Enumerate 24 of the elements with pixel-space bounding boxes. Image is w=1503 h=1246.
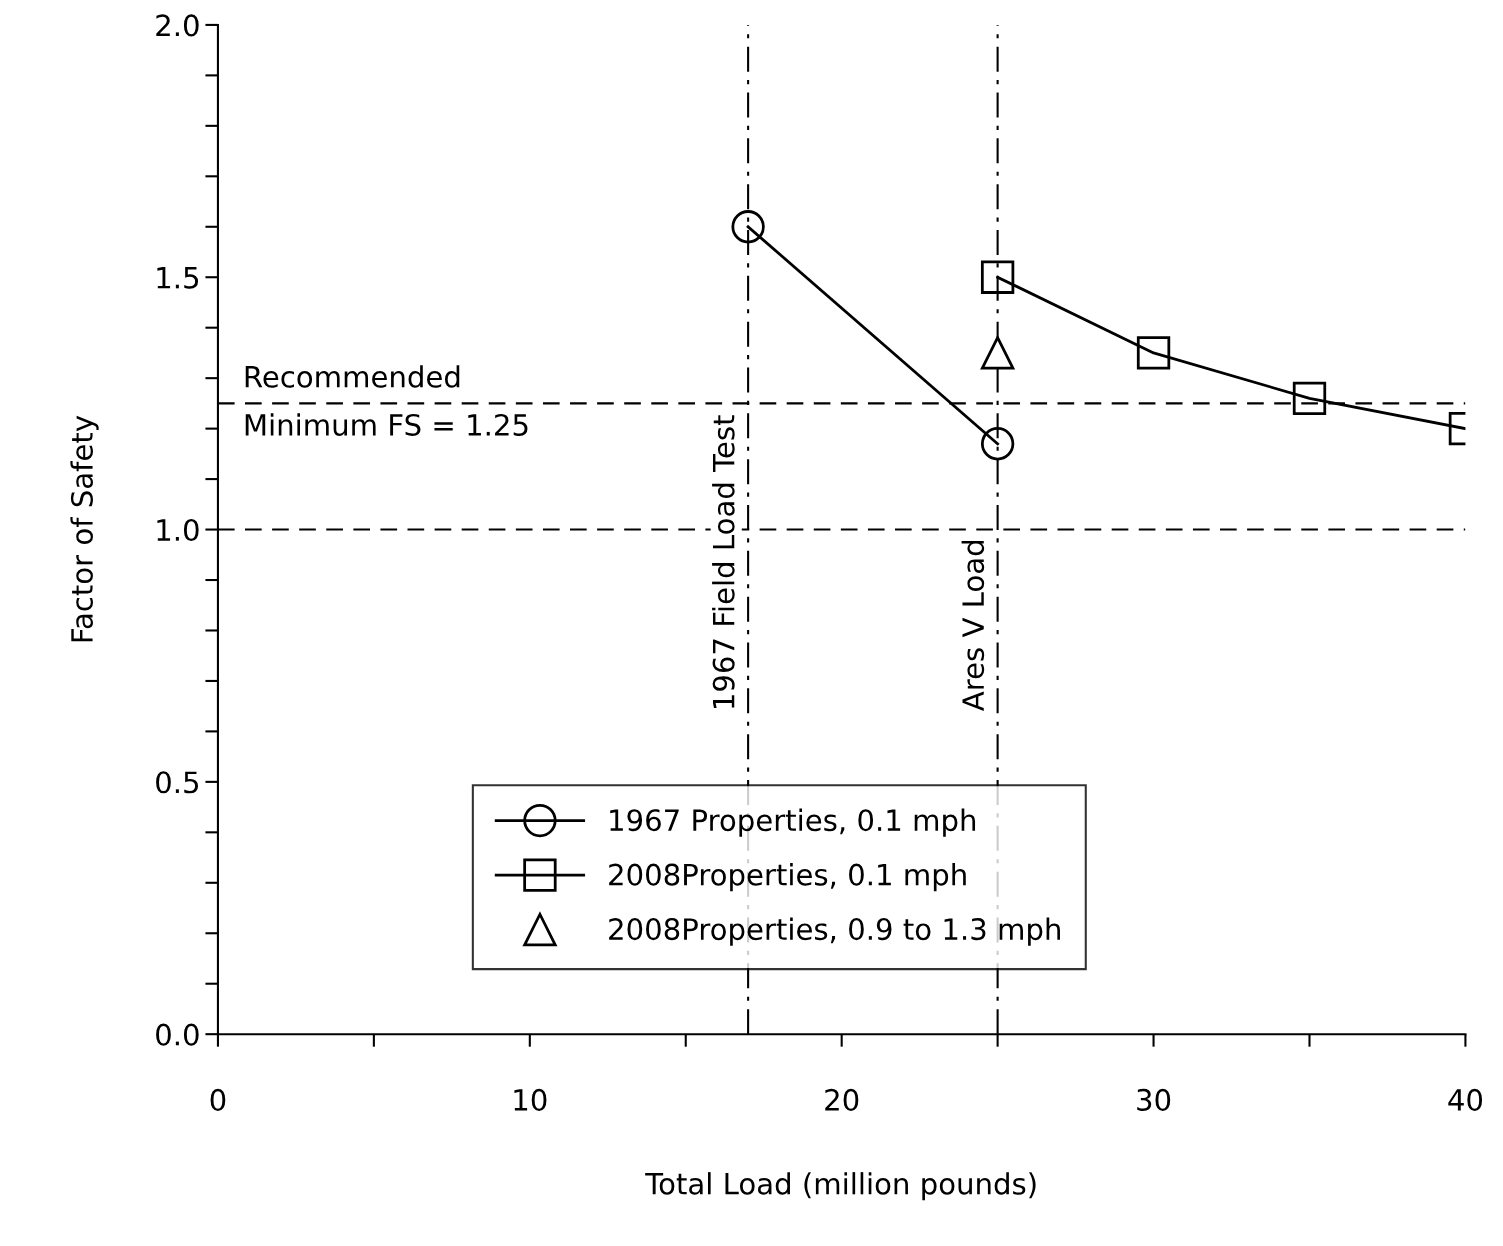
x-axis-title: Total Load (million pounds): [645, 1172, 1036, 1201]
point: [1292, 381, 1327, 416]
y-tick-label: 0.0: [156, 1023, 199, 1046]
y-tick-label: 0.5: [156, 771, 199, 794]
x-tick-label: 10: [514, 1088, 547, 1111]
legend-label: 2008Properties, 0.1 mph: [609, 863, 966, 892]
x-tick-label: 0: [210, 1088, 226, 1111]
x-tick-label: 20: [825, 1088, 859, 1111]
ref-line-label: Recommended Minimum FS = 1.25: [245, 365, 528, 436]
y-axis-title: Factor of Safety: [70, 415, 99, 642]
point: [980, 427, 1015, 461]
legend-label: 2008Properties, 0.9 to 1.3 mph: [609, 917, 1060, 946]
x-tick-label: 30: [1137, 1088, 1171, 1111]
legend-label: 1967 Properties, 0.1 mph: [610, 808, 976, 837]
y-tick-label: 1.0: [157, 518, 199, 542]
ref-line-label: Ares V Load: [961, 540, 985, 711]
x-tick-label: 40: [1448, 1088, 1483, 1111]
ref-line-label: 1967 Field Load Test: [712, 415, 735, 709]
point: [980, 260, 1015, 294]
point: [731, 210, 765, 244]
y-tick-label: 2.0: [156, 14, 199, 37]
point: [1136, 336, 1171, 370]
y-tick-label: 1.5: [157, 267, 199, 289]
point: [980, 336, 1015, 370]
